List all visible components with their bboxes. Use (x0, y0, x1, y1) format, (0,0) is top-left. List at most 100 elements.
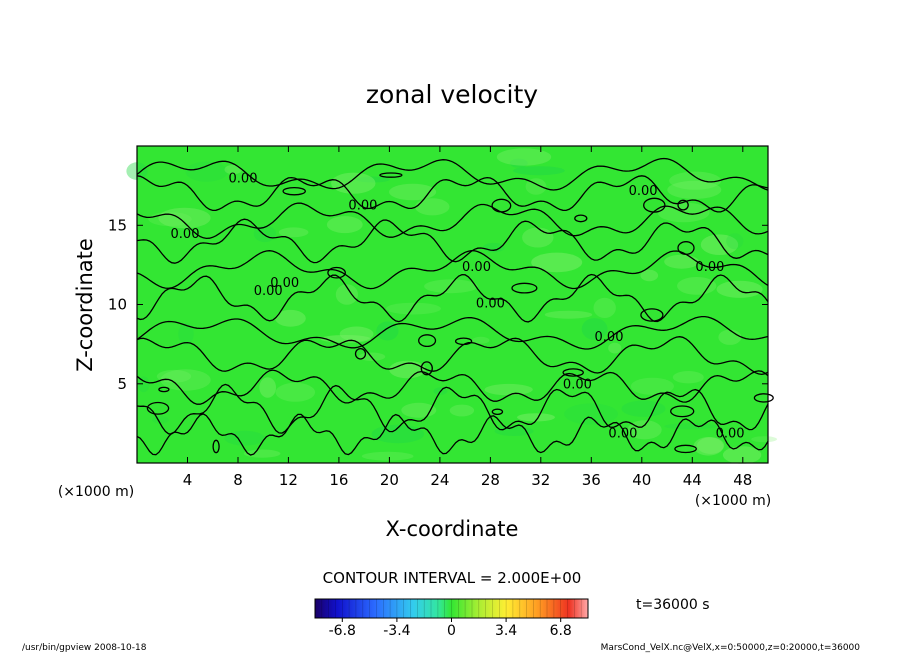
field-patch (415, 198, 450, 216)
field-patch (726, 233, 744, 250)
field-patch (513, 166, 565, 176)
field-patch (697, 437, 725, 454)
y-axis-label: Z-coordinate (73, 238, 97, 372)
field-patch (259, 377, 277, 398)
field-patch (693, 437, 724, 456)
colorbar-segments (321, 599, 582, 618)
field-patch (718, 329, 742, 345)
contour-loop (282, 186, 306, 196)
contour-value-label: 0.00 (716, 427, 745, 442)
field-patch (716, 280, 763, 298)
contour-line (136, 157, 769, 191)
field-patch (385, 302, 441, 315)
contour-value-label: 0.00 (695, 260, 724, 275)
field-patch (361, 451, 414, 461)
contour-line (136, 175, 769, 213)
field-patch (158, 207, 211, 229)
x-tick-label: 4 (183, 471, 193, 489)
contour-loop (574, 214, 588, 223)
field-patch (496, 148, 552, 166)
x-tick-label: 40 (632, 471, 651, 489)
x-unit-label-left: (×1000 m) (58, 484, 134, 500)
field-patch (224, 430, 265, 446)
contour-loop (454, 337, 473, 346)
contour-loop (674, 444, 697, 454)
contour-value-label: 0.00 (171, 227, 200, 242)
contour-value-label: 0.00 (629, 184, 658, 199)
contour-loop (640, 308, 664, 322)
y-tick-label: 10 (108, 296, 127, 314)
x-unit-label-right: (×1000 m) (695, 493, 771, 509)
x-axis-label: X-coordinate (386, 517, 519, 541)
contour-line (136, 202, 769, 240)
contour-line (136, 273, 769, 323)
field-patch (621, 400, 666, 417)
contour-loop (212, 439, 220, 454)
contour-loop (146, 401, 170, 415)
field-patch (389, 183, 437, 201)
contour-value-label: 0.00 (462, 260, 491, 275)
contour-line (136, 413, 769, 456)
field-patch (275, 309, 306, 327)
field-patch (243, 449, 281, 458)
contour-line (136, 315, 769, 350)
field-patch (137, 376, 150, 393)
contour-value-label: 0.00 (229, 172, 258, 187)
time-label: t=36000 s (636, 597, 710, 613)
colorbar-tick-label: 6.8 (550, 623, 572, 639)
field-patch (320, 335, 371, 343)
contour-loop (753, 393, 774, 403)
x-tick-label: 44 (683, 471, 702, 489)
contour-value-label: 0.00 (563, 378, 592, 393)
field-patch (275, 382, 316, 402)
x-tick-label: 12 (279, 471, 298, 489)
contour-loop (643, 197, 666, 213)
field-variation (126, 148, 777, 464)
contour-interval-text: CONTOUR INTERVAL = 2.000E+00 (323, 569, 582, 587)
x-axis: 4 8 12 16 20 24 28 32 36 40 44 48 (183, 146, 752, 489)
contour-value-label: 0.00 (254, 284, 283, 299)
field-patch (525, 178, 547, 195)
x-tick-label: 20 (380, 471, 399, 489)
colorbar-tick-label: 3.4 (495, 623, 517, 639)
field-patch (517, 413, 555, 422)
colorbar: -6.8 -3.4 0 3.4 6.8 (314, 598, 589, 639)
field-patch (522, 227, 554, 248)
field-patch (160, 369, 211, 391)
contour-loop (491, 198, 512, 213)
x-tick-label: 48 (733, 471, 752, 489)
field-patch (751, 436, 777, 443)
footer-left: /usr/bin/gpview 2008-10-18 (22, 643, 147, 653)
x-tick-label: 32 (531, 471, 550, 489)
field-patch (509, 158, 528, 168)
field-patch (484, 383, 533, 396)
contour-loop (158, 386, 170, 393)
field-patch (672, 371, 704, 384)
field-patch (531, 252, 583, 273)
contour-value-label: 0.00 (348, 198, 377, 213)
contour-loop (354, 347, 367, 360)
field-patch (152, 416, 169, 424)
field-patch (339, 326, 374, 342)
field-patch (424, 279, 478, 294)
x-tick-label: 24 (430, 471, 449, 489)
contour-loop (418, 334, 437, 348)
x-tick-label: 16 (329, 471, 348, 489)
contour-line (136, 383, 769, 435)
field-patch (664, 423, 717, 430)
field-patch (185, 161, 228, 182)
field-patch (335, 284, 358, 305)
contour-loop (670, 405, 695, 418)
chart-title: zonal velocity (366, 80, 538, 109)
field-patch (722, 446, 762, 464)
field-patch (472, 336, 490, 344)
field-patch (331, 172, 376, 194)
field-patch (608, 342, 622, 354)
contour-labels: 0.00 0.00 0.00 0.00 0.00 0.00 0.00 0.00 0.00 0.00… (171, 172, 745, 442)
field-patch (544, 310, 593, 319)
contour-value-label: 0.00 (595, 330, 624, 345)
contour-value-label: 0.00 (608, 427, 637, 442)
field-patch (326, 216, 363, 234)
colorbar-tick-label: 0 (447, 623, 456, 639)
x-tick-label: 8 (233, 471, 243, 489)
